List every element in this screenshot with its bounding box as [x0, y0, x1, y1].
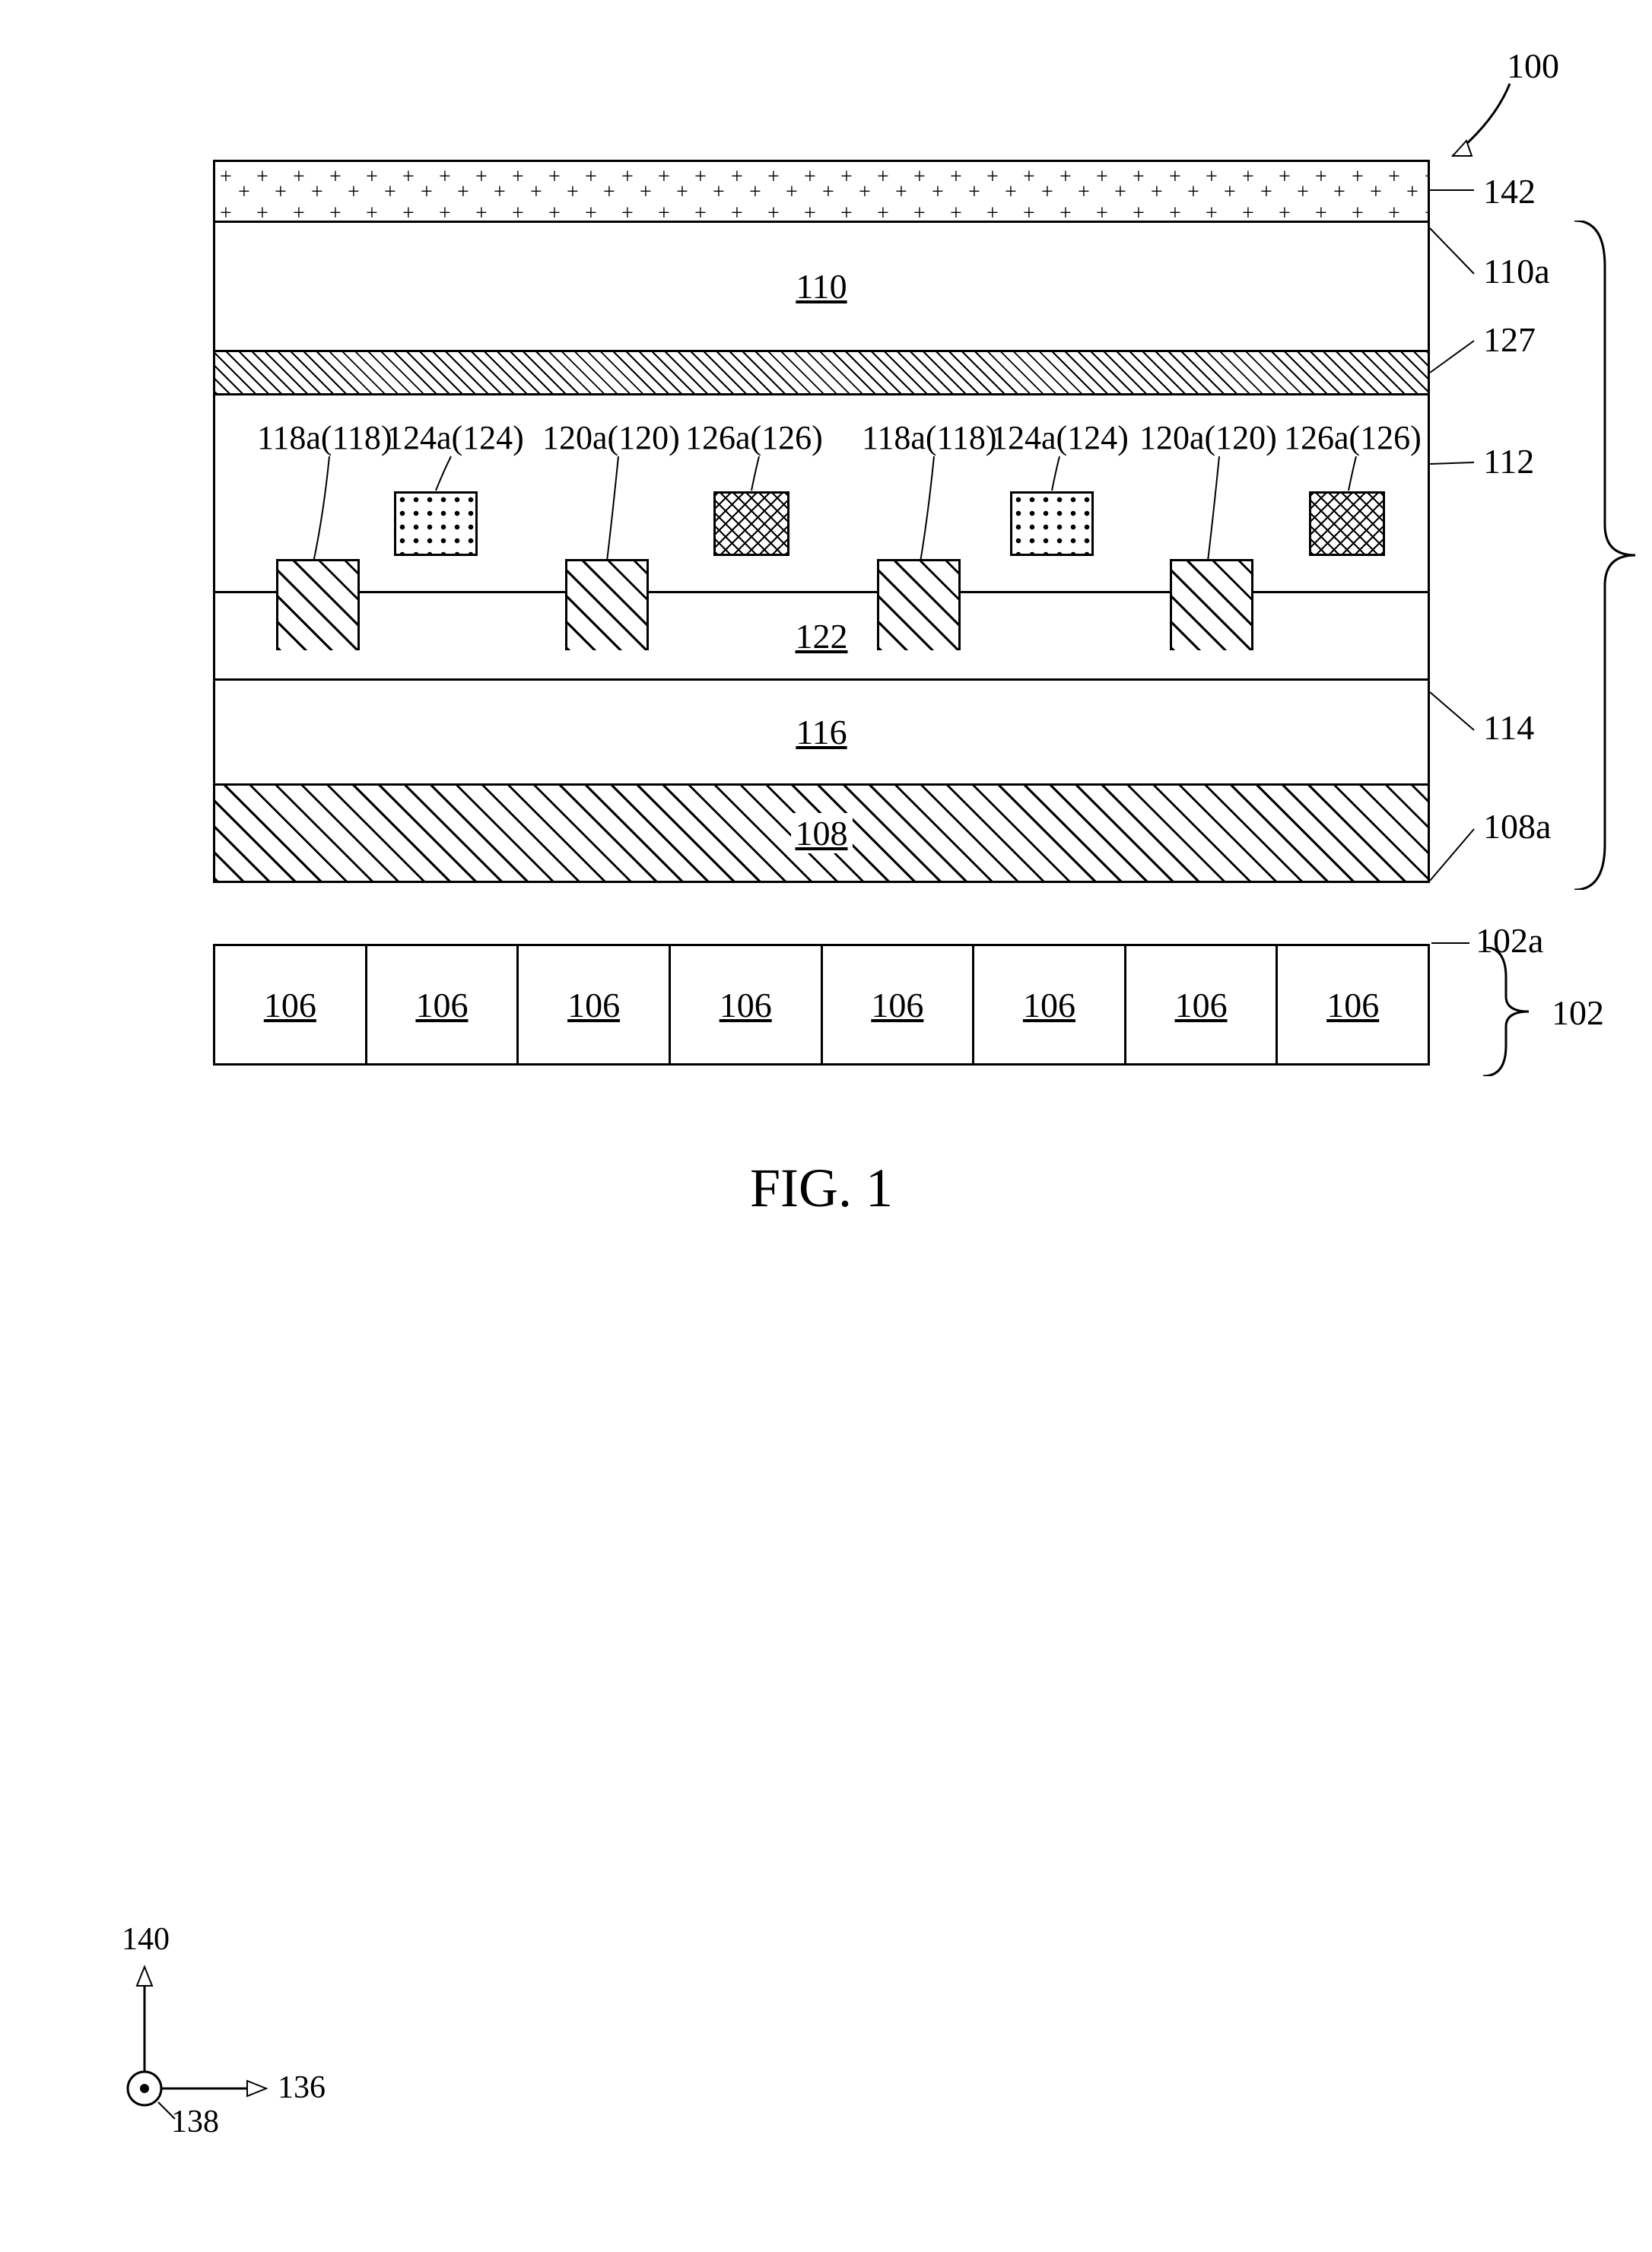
cell-8: 106 — [1278, 946, 1428, 1063]
ref-100-text: 100 — [1507, 46, 1559, 85]
cell-5: 106 — [823, 946, 975, 1063]
rlabel-102: 102 — [1552, 993, 1604, 1033]
cell-1: 106 — [215, 946, 367, 1063]
substrate: 106 106 106 106 106 106 106 106 — [213, 944, 1430, 1066]
cell-label-3: 106 — [567, 985, 620, 1025]
cell-label-6: 106 — [1023, 985, 1075, 1025]
coordinate-axes: 140 136 138 — [99, 1952, 297, 2153]
label-108: 108 — [791, 813, 853, 853]
layer-110: 110 — [215, 223, 1428, 352]
cell-label-1: 106 — [264, 985, 316, 1025]
cell-4: 106 — [671, 946, 823, 1063]
layer-142: + + — [215, 162, 1428, 223]
layer-127 — [215, 352, 1428, 395]
elem-120a-1 — [565, 559, 649, 650]
cell-3: 106 — [519, 946, 671, 1063]
brace-104 — [1567, 221, 1650, 890]
elem-120a-2 — [1170, 559, 1253, 650]
cell-6: 106 — [974, 946, 1126, 1063]
cell-label-4: 106 — [720, 985, 772, 1025]
brace-102 — [1476, 947, 1544, 1076]
elem-118a-2 — [877, 559, 961, 650]
layer-116: 116 — [215, 681, 1428, 786]
axis-right: 136 — [278, 2069, 326, 2106]
label-122: 122 — [791, 616, 853, 656]
figure-label: FIG. 1 — [213, 1157, 1430, 1220]
label-116: 116 — [791, 712, 851, 752]
main-ref-100: 100 — [1507, 46, 1559, 86]
plus-pattern-svg: + + — [215, 162, 1428, 221]
cell-label-2: 106 — [415, 985, 468, 1025]
lead-lines-svg — [1430, 160, 1498, 890]
axis-up: 140 — [122, 1921, 170, 1958]
label-110: 110 — [791, 266, 851, 307]
layer-122: 122 — [215, 593, 1428, 681]
cell-label-5: 106 — [871, 985, 923, 1025]
axis-out-lead — [145, 2088, 190, 2134]
layer-108: 108 — [215, 786, 1428, 881]
diagram-container: 100 + + 110 — [213, 160, 1430, 1220]
elem-118a-1 — [276, 559, 360, 650]
cell-label-7: 106 — [1175, 985, 1228, 1025]
layer-stack: + + 110 118a(118) — [213, 160, 1430, 883]
cell-label-8: 106 — [1326, 985, 1379, 1025]
cell-2: 106 — [367, 946, 519, 1063]
cell-7: 106 — [1126, 946, 1279, 1063]
